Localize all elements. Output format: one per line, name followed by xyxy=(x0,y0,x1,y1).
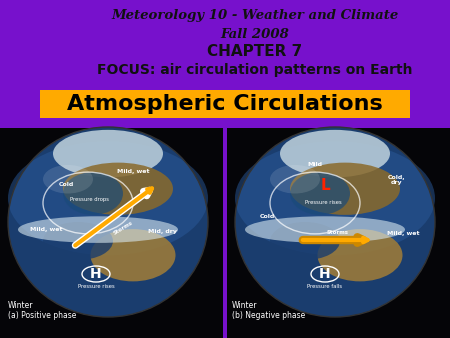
Text: Mild, wet: Mild, wet xyxy=(387,232,419,237)
Ellipse shape xyxy=(63,163,173,215)
Text: Pressure rises: Pressure rises xyxy=(305,199,342,204)
Text: Atmospheric Circulations: Atmospheric Circulations xyxy=(67,94,383,114)
Text: Mid, dry: Mid, dry xyxy=(148,230,177,235)
Ellipse shape xyxy=(8,127,208,317)
Text: Pressure drops: Pressure drops xyxy=(71,197,109,202)
Text: Storms: Storms xyxy=(113,220,134,235)
FancyBboxPatch shape xyxy=(40,90,410,118)
Ellipse shape xyxy=(8,141,208,255)
Ellipse shape xyxy=(90,229,176,281)
Ellipse shape xyxy=(235,141,435,255)
Text: Cold: Cold xyxy=(58,182,74,187)
Text: FOCUS: air circulation patterns on Earth: FOCUS: air circulation patterns on Earth xyxy=(97,63,413,77)
Ellipse shape xyxy=(43,165,93,193)
Ellipse shape xyxy=(318,229,402,281)
Text: H: H xyxy=(90,267,102,281)
Text: Pressure falls: Pressure falls xyxy=(307,284,342,289)
Text: Pressure rises: Pressure rises xyxy=(77,284,114,289)
Text: CHAPTER 7: CHAPTER 7 xyxy=(207,45,302,59)
Ellipse shape xyxy=(290,163,400,215)
Ellipse shape xyxy=(290,172,350,215)
Ellipse shape xyxy=(18,216,178,243)
Text: Storms: Storms xyxy=(327,230,348,235)
Ellipse shape xyxy=(53,130,163,177)
Ellipse shape xyxy=(235,127,435,317)
Text: (a) Positive phase: (a) Positive phase xyxy=(8,311,76,319)
Text: Cold,
dry: Cold, dry xyxy=(388,175,406,186)
Ellipse shape xyxy=(245,216,405,243)
Text: L: L xyxy=(320,178,330,193)
Ellipse shape xyxy=(43,222,113,260)
Bar xyxy=(0,128,223,338)
Text: Mild, wet: Mild, wet xyxy=(30,227,62,233)
Ellipse shape xyxy=(280,130,390,177)
Text: Mild: Mild xyxy=(307,162,323,167)
Bar xyxy=(227,128,450,338)
Text: Winter: Winter xyxy=(8,300,33,310)
Text: (b) Negative phase: (b) Negative phase xyxy=(232,311,305,319)
Ellipse shape xyxy=(270,222,340,260)
Text: Meteorology 10 - Weather and Climate: Meteorology 10 - Weather and Climate xyxy=(112,9,399,23)
Text: Fall 2008: Fall 2008 xyxy=(220,27,289,41)
Text: Mild, wet: Mild, wet xyxy=(117,169,149,174)
Ellipse shape xyxy=(270,165,320,193)
Text: Cold: Cold xyxy=(259,215,274,219)
Ellipse shape xyxy=(63,172,123,215)
Text: H: H xyxy=(319,267,331,281)
Text: Winter: Winter xyxy=(232,300,257,310)
